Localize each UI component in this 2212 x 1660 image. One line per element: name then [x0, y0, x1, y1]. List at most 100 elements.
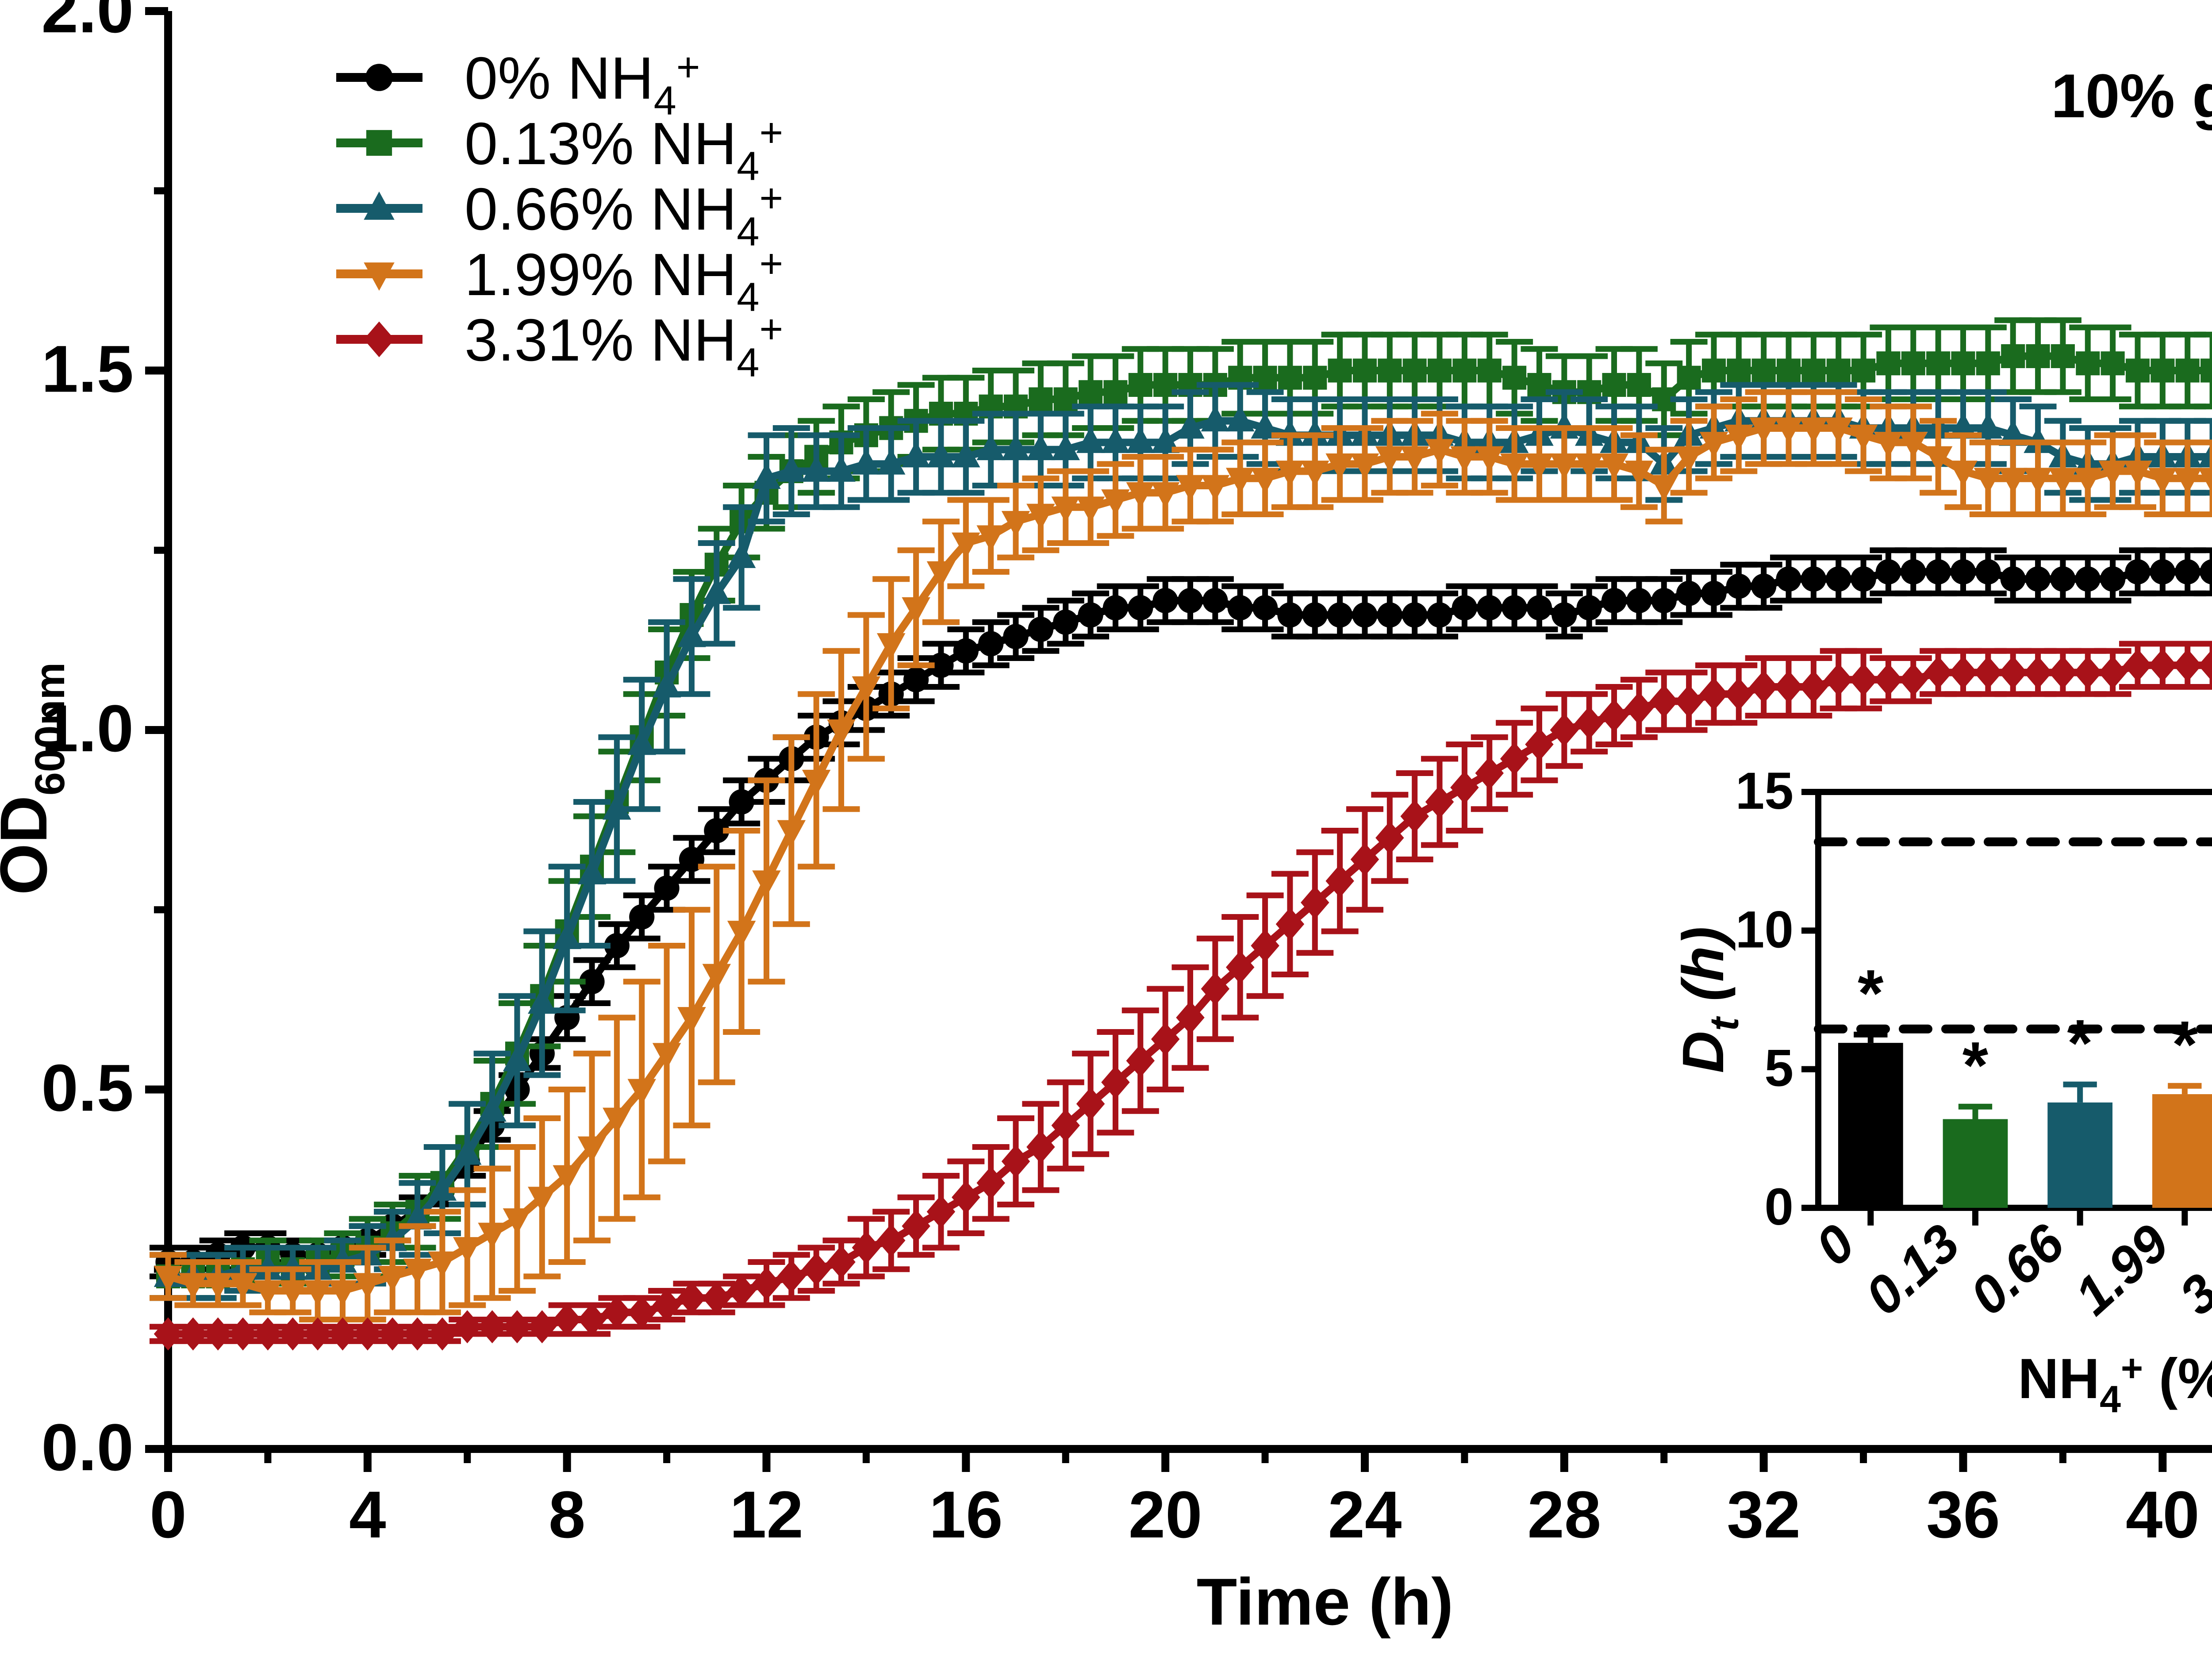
- marker-diamond: [1849, 663, 1878, 696]
- marker-circle: [1851, 566, 1876, 592]
- inset-y-tick-label: 5: [1764, 1039, 1793, 1098]
- marker-triangle-down: [428, 1251, 457, 1278]
- inset-frame: [1815, 789, 2212, 1211]
- marker-diamond: [1924, 656, 1953, 689]
- legend-label-superscript: +: [676, 45, 700, 90]
- marker-diamond: [2148, 649, 2177, 682]
- marker-diamond: [2198, 649, 2212, 681]
- x-axis-tick-labels: 04812162024283236404448: [150, 1477, 2199, 1552]
- marker-diamond: [1201, 972, 1230, 1006]
- marker-circle: [1551, 602, 1577, 628]
- x-tick-label: 28: [1527, 1477, 1601, 1552]
- marker-diamond: [1525, 728, 1554, 761]
- marker-circle: [1452, 595, 1478, 621]
- marker-triangle-down: [453, 1237, 482, 1264]
- marker-triangle-down: [1650, 475, 1678, 501]
- marker-square: [1751, 358, 1776, 383]
- marker-diamond: [1674, 684, 1703, 718]
- inset-y-tick-label: 10: [1736, 900, 1793, 959]
- y-axis-tick-labels: 0.0 0.5 1.0 1.5 2.0: [41, 0, 134, 1484]
- marker-circle: [1152, 588, 1178, 614]
- marker-diamond: [528, 1310, 557, 1344]
- marker-diamond: [478, 1310, 507, 1344]
- marker-square: [1951, 351, 1975, 376]
- marker-triangle-up: [976, 434, 1005, 461]
- series-line: [167, 424, 2212, 1295]
- marker-square: [1352, 358, 1377, 383]
- marker-square: [1103, 380, 1128, 404]
- marker-diamond: [1301, 886, 1329, 919]
- y-axis-title-subscript: 600nm: [27, 662, 73, 795]
- marker-triangle-down: [1749, 417, 1778, 444]
- marker-triangle-down: [253, 1280, 282, 1306]
- marker-diamond: [1575, 706, 1604, 740]
- marker-triangle-up: [1201, 405, 1230, 432]
- marker-circle: [1427, 602, 1452, 628]
- marker-diamond: [1425, 785, 1454, 818]
- marker-square: [2200, 358, 2212, 383]
- marker-circle: [1277, 602, 1303, 628]
- marker-triangle-down: [1500, 453, 1529, 480]
- marker-circle: [2200, 559, 2212, 585]
- marker-diamond: [553, 1303, 581, 1336]
- marker-diamond: [827, 1245, 856, 1279]
- legend-label-superscript: +: [759, 307, 783, 352]
- marker-triangle-up: [802, 455, 831, 482]
- marker-triangle-down: [353, 1273, 382, 1299]
- marker-triangle-up: [877, 448, 906, 475]
- marker-circle: [1701, 580, 1727, 606]
- marker-triangle-down: [603, 1107, 631, 1134]
- marker-diamond: [1350, 843, 1379, 876]
- series-4: [150, 641, 2212, 1351]
- legend-item-2: 0.66% NH4+: [336, 176, 783, 254]
- x-tick-label: 20: [1129, 1477, 1202, 1552]
- marker-circle: [2025, 566, 2051, 592]
- marker-triangle-down: [1425, 439, 1454, 465]
- marker-triangle-down: [1575, 453, 1604, 480]
- marker-diamond: [1251, 929, 1279, 962]
- marker-triangle-down: [1350, 453, 1379, 480]
- marker-triangle-down: [1475, 446, 1504, 473]
- marker-diamond: [1475, 757, 1504, 790]
- marker-triangle-down: [1550, 453, 1579, 480]
- marker-triangle-down: [727, 921, 756, 947]
- marker-diamond: [1749, 670, 1778, 703]
- marker-triangle-up: [677, 621, 706, 647]
- x-tick-label: 8: [549, 1477, 585, 1552]
- marker-diamond: [204, 1317, 232, 1351]
- marker-triangle-down: [1251, 468, 1279, 494]
- marker-diamond: [503, 1310, 532, 1344]
- marker-triangle-down: [1674, 446, 1703, 473]
- x-tick-label: 4: [349, 1477, 386, 1552]
- marker-triangle-down: [777, 820, 806, 846]
- marker-circle: [365, 64, 393, 91]
- marker-diamond: [403, 1317, 432, 1351]
- marker-diamond: [877, 1224, 906, 1257]
- marker-diamond: [952, 1180, 980, 1214]
- marker-triangle-up: [1949, 412, 1978, 439]
- marker-circle: [1003, 624, 1029, 649]
- marker-diamond: [1624, 692, 1654, 725]
- marker-triangle-up: [428, 1174, 457, 1201]
- legend-label: 0% NH4+: [465, 45, 700, 123]
- marker-square: [2125, 358, 2150, 383]
- marker-triangle-down: [1525, 453, 1554, 480]
- marker-triangle-down: [1899, 432, 1928, 458]
- legend-label-subscript: 4: [737, 275, 759, 320]
- marker-triangle-down: [802, 769, 831, 796]
- y-tick-label: 2.0: [41, 0, 134, 46]
- marker-diamond: [1724, 677, 1753, 711]
- marker-diamond: [1998, 656, 2028, 689]
- marker-triangle-down: [1774, 417, 1803, 444]
- marker-diamond: [2074, 656, 2102, 689]
- marker-triangle-down: [926, 561, 956, 588]
- marker-diamond: [852, 1231, 881, 1264]
- marker-triangle-down: [1325, 453, 1354, 480]
- marker-triangle-up: [1974, 412, 2003, 439]
- legend-label: 0.66% NH4+: [465, 176, 783, 254]
- marker-circle: [1327, 602, 1353, 628]
- marker-triangle-up: [1225, 405, 1255, 432]
- marker-diamond: [652, 1288, 681, 1322]
- y-axis-title-main: OD: [0, 795, 61, 895]
